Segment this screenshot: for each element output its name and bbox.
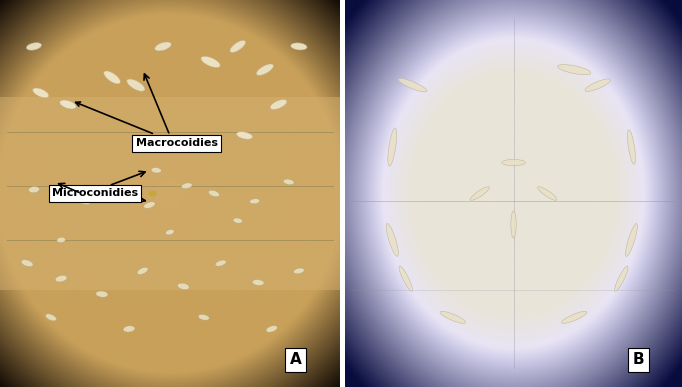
Ellipse shape xyxy=(209,190,220,197)
Ellipse shape xyxy=(79,198,91,204)
Ellipse shape xyxy=(127,79,145,91)
Ellipse shape xyxy=(60,100,76,109)
Ellipse shape xyxy=(558,65,591,75)
Ellipse shape xyxy=(471,187,490,200)
Ellipse shape xyxy=(291,43,307,50)
Ellipse shape xyxy=(270,99,287,110)
Ellipse shape xyxy=(57,237,65,243)
Ellipse shape xyxy=(386,224,398,256)
Ellipse shape xyxy=(230,40,246,53)
Ellipse shape xyxy=(256,64,273,75)
Ellipse shape xyxy=(46,314,57,321)
Ellipse shape xyxy=(233,218,243,223)
Ellipse shape xyxy=(123,326,135,332)
Ellipse shape xyxy=(440,311,466,324)
Ellipse shape xyxy=(29,187,40,193)
Ellipse shape xyxy=(293,268,304,274)
Ellipse shape xyxy=(252,279,264,286)
Ellipse shape xyxy=(216,260,226,266)
Ellipse shape xyxy=(21,260,33,267)
Ellipse shape xyxy=(137,267,148,274)
Ellipse shape xyxy=(198,315,209,320)
Text: Macrocoidies: Macrocoidies xyxy=(76,102,218,148)
Ellipse shape xyxy=(625,224,638,256)
Ellipse shape xyxy=(166,229,174,235)
Ellipse shape xyxy=(537,187,557,200)
Ellipse shape xyxy=(95,291,108,297)
Ellipse shape xyxy=(177,283,190,289)
Ellipse shape xyxy=(144,202,155,209)
Ellipse shape xyxy=(27,43,42,50)
Ellipse shape xyxy=(266,326,278,332)
Ellipse shape xyxy=(55,276,67,282)
Text: B: B xyxy=(632,353,644,367)
Ellipse shape xyxy=(283,179,294,185)
Ellipse shape xyxy=(561,311,587,324)
Ellipse shape xyxy=(399,266,413,291)
Ellipse shape xyxy=(627,130,636,164)
Ellipse shape xyxy=(151,168,162,173)
Ellipse shape xyxy=(237,132,252,139)
Bar xyxy=(0,97,340,290)
Ellipse shape xyxy=(398,78,427,92)
Ellipse shape xyxy=(149,191,157,196)
Ellipse shape xyxy=(250,199,260,204)
Ellipse shape xyxy=(201,56,220,68)
Ellipse shape xyxy=(33,88,49,98)
Text: A: A xyxy=(290,353,301,367)
Ellipse shape xyxy=(511,211,516,238)
Ellipse shape xyxy=(181,183,192,188)
Ellipse shape xyxy=(104,71,121,84)
Ellipse shape xyxy=(388,128,397,166)
Ellipse shape xyxy=(502,159,525,166)
Ellipse shape xyxy=(614,266,628,291)
Text: Microconidies: Microconidies xyxy=(52,188,145,202)
Ellipse shape xyxy=(585,79,610,91)
Ellipse shape xyxy=(155,42,171,51)
